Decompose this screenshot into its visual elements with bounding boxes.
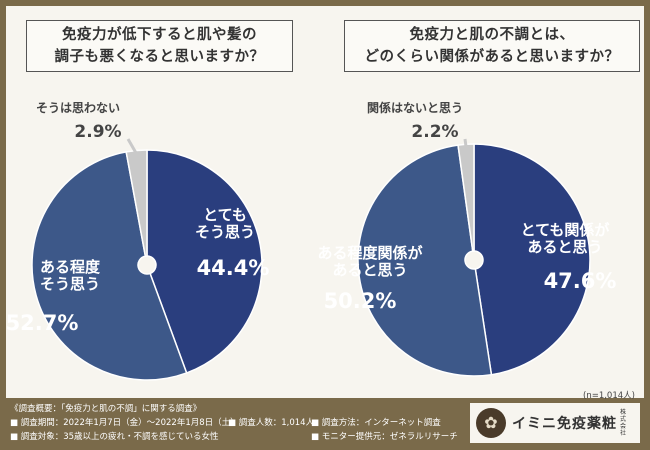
pie2-label-2: ある程度関係があると思う: [317, 244, 423, 279]
brand-company-label: 株式会社: [620, 409, 627, 437]
brand-flower-icon: ✿: [476, 408, 506, 438]
footer-period: ■ 調査期間：2022年1月7日（金）～2022年1月8日（土）: [10, 418, 239, 428]
brand-logo-area: ✿ イミニ免疫薬粧 株式会社: [470, 403, 640, 443]
question-2-line2: どのくらい関係があると思いますか？: [364, 49, 620, 65]
pie2-slice-3: [457, 143, 475, 252]
sample-size-note: (n=1,014人): [583, 391, 635, 401]
footer-count: ■ 調査人数：1,014人: [228, 418, 315, 428]
pie2-slice-2: [357, 144, 493, 377]
pie1-label-1: とてもそう思う: [195, 206, 255, 241]
footer-target: ■ 調査対象：35歳以上の疲れ・不調を感じている女性: [10, 432, 219, 442]
pie1-leader-line: [126, 138, 139, 156]
footer-method: ■ 調査方法：インターネット調査: [311, 418, 441, 428]
pie1-percent-1: 44.4%: [197, 256, 270, 280]
question-1-line1: 免疫力が低下すると肌や髪の: [62, 27, 257, 43]
question-2-line1: 免疫力と肌の不調とは、: [409, 27, 575, 43]
pie1-slice-3: [125, 149, 148, 258]
pie2-leader-line: [463, 138, 468, 149]
pie1-percent-2: 52.7%: [6, 311, 79, 335]
pie1-slice-1: [146, 149, 263, 374]
footer-title: 《調査概要：「免疫力と肌の不調」に関する調査》: [10, 404, 202, 414]
footer-provider: ■ モニター提供元：ゼネラルリサーチ: [311, 432, 458, 442]
pie2-percent-2: 50.2%: [324, 289, 397, 313]
pie1-label-3: そうは思わない: [36, 101, 120, 115]
pie1-label-2: ある程度そう思う: [40, 258, 101, 293]
pie2-label-3: 関係はないと思う: [367, 100, 463, 115]
pie2-percent-3: 2.2%: [411, 122, 458, 142]
question-1-box: 免疫力が低下すると肌や髪の 調子も悪くなると思いますか？: [26, 20, 293, 72]
pie1-slice-2: [31, 151, 188, 381]
pie2-slice-1: [473, 143, 591, 376]
pie1-percent-3: 2.9%: [74, 122, 121, 142]
pie2-percent-1: 47.6%: [544, 269, 617, 293]
brand-name: イミニ免疫薬粧: [512, 416, 617, 432]
question-2-box: 免疫力と肌の不調とは、 どのくらい関係があると思いますか？: [344, 20, 640, 72]
question-1-line2: 調子も悪くなると思いますか？: [54, 49, 265, 65]
pie2-label-1: とても関係があると思う: [521, 221, 611, 256]
survey-footer: 《調査概要：「免疫力と肌の不調」に関する調査》 ■ 調査期間：2022年1月7日…: [6, 398, 644, 450]
